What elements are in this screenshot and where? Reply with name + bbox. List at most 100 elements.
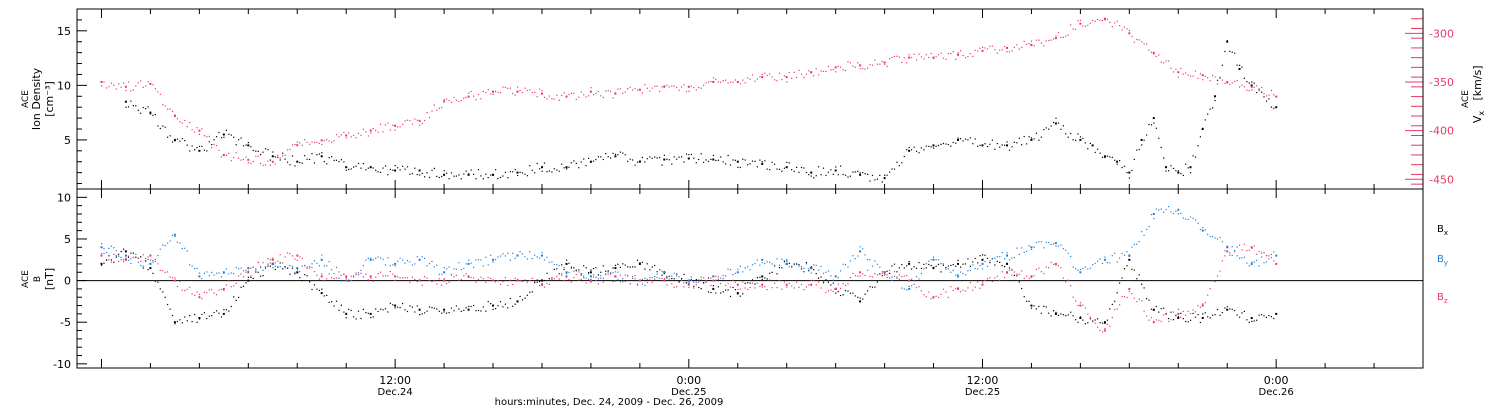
velocity-sample	[810, 72, 812, 74]
by-sample	[1021, 247, 1023, 249]
bz-sample	[1231, 254, 1233, 256]
velocity-sample	[1126, 28, 1128, 30]
by-sample	[301, 265, 303, 267]
density-point	[932, 144, 935, 147]
by-sample	[480, 259, 482, 261]
by-sample	[695, 281, 697, 284]
velocity-sample	[627, 88, 629, 90]
by-point	[394, 262, 397, 265]
velocity-sample	[1214, 76, 1216, 78]
bx-sample	[152, 272, 154, 274]
velocity-sample	[333, 140, 335, 142]
velocity-sample	[115, 88, 117, 90]
velocity-sample	[1165, 60, 1167, 62]
by-sample	[350, 279, 352, 282]
bx-sample	[443, 311, 445, 313]
by-sample	[147, 258, 149, 260]
by-sample	[1146, 228, 1148, 230]
bz-sample	[842, 283, 844, 285]
by-sample	[862, 248, 864, 250]
by-sample	[673, 272, 675, 274]
bx-sample	[546, 272, 548, 274]
bz-sample	[433, 280, 435, 282]
density-sample	[186, 144, 188, 146]
by-point	[492, 258, 494, 261]
bz-sample	[509, 279, 511, 281]
bx-sample	[512, 305, 514, 307]
density-sample	[485, 173, 487, 175]
bx-point	[1152, 308, 1155, 311]
velocity-sample	[218, 149, 220, 151]
by-sample	[274, 265, 276, 267]
velocity-label-line-1: ACE	[1461, 90, 1471, 108]
velocity-sample	[825, 70, 827, 72]
density-sample	[1109, 156, 1111, 158]
bz-sample	[832, 290, 834, 292]
by-sample	[1236, 255, 1238, 257]
velocity-sample	[1075, 28, 1077, 30]
by-sample	[651, 277, 653, 279]
legend-by-sub: y	[1444, 259, 1448, 267]
density-point	[516, 171, 519, 174]
by-sample	[145, 257, 147, 260]
density-sample	[685, 153, 688, 155]
bz-sample	[617, 278, 619, 280]
bx-sample	[328, 301, 330, 303]
bz-sample	[1168, 320, 1170, 323]
by-sample	[397, 260, 399, 262]
density-sample	[991, 139, 993, 141]
velocity-sample	[989, 45, 991, 47]
bx-sample	[1261, 314, 1263, 316]
by-sample	[414, 263, 416, 265]
velocity-sample	[247, 162, 249, 164]
bx-sample	[340, 304, 342, 306]
density-sample	[1133, 158, 1135, 160]
velocity-sample	[443, 99, 445, 101]
by-sample	[681, 279, 683, 282]
velocity-label-line-2: Vx	[1471, 111, 1486, 124]
velocity-sample	[561, 94, 563, 97]
velocity-sample	[482, 90, 484, 92]
velocity-sample	[1082, 25, 1084, 27]
density-sample	[1082, 137, 1084, 139]
bx-sample	[683, 273, 685, 275]
by-sample	[810, 272, 812, 274]
density-sample	[495, 169, 497, 171]
by-sample	[705, 281, 707, 283]
velocity-sample	[301, 144, 303, 146]
density-sample	[1023, 135, 1025, 138]
velocity-sample	[1241, 84, 1243, 86]
density-sample	[663, 154, 665, 156]
by-sample	[465, 263, 467, 265]
by-point	[589, 275, 592, 278]
by-sample	[996, 256, 998, 258]
bz-sample	[321, 273, 323, 275]
bz-sample	[972, 289, 974, 291]
velocity-sample	[201, 128, 203, 130]
density-sample	[326, 163, 328, 165]
velocity-sample	[837, 66, 839, 68]
density-sample	[1131, 169, 1133, 172]
by-sample	[942, 263, 944, 265]
bx-sample	[1172, 319, 1175, 321]
bz-sample	[125, 257, 127, 259]
by-sample	[551, 261, 553, 263]
bx-sample	[573, 267, 575, 269]
bx-sample	[693, 285, 695, 288]
bz-point	[1054, 262, 1057, 265]
bz-sample	[470, 276, 472, 279]
bz-sample	[673, 286, 675, 288]
density-sample	[952, 141, 954, 144]
bx-sample	[367, 312, 369, 314]
density-sample	[208, 141, 210, 143]
density-sample	[1236, 64, 1238, 66]
bz-sample	[661, 277, 663, 279]
velocity-sample	[1109, 21, 1111, 23]
bz-sample	[507, 284, 509, 286]
bz-sample	[1190, 313, 1192, 315]
by-sample	[1131, 246, 1133, 248]
density-sample	[179, 140, 181, 142]
velocity-sample	[994, 49, 996, 51]
bx-sample	[1234, 309, 1236, 312]
by-sample	[406, 259, 409, 262]
